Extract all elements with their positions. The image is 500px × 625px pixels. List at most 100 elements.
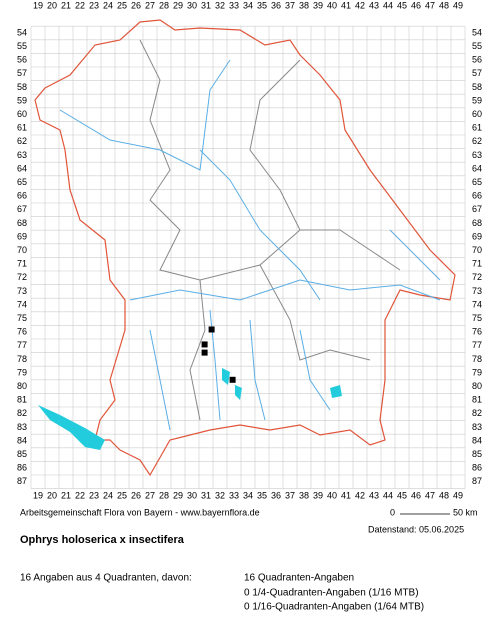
row-label: 64 bbox=[472, 163, 482, 173]
col-label: 48 bbox=[439, 490, 449, 500]
row-label: 68 bbox=[17, 218, 27, 228]
col-label: 44 bbox=[383, 490, 393, 500]
col-label: 19 bbox=[33, 490, 43, 500]
row-label: 84 bbox=[472, 435, 482, 445]
title: Ophrys holoserica x insectifera bbox=[20, 534, 185, 546]
row-label: 87 bbox=[17, 476, 27, 486]
row-label: 87 bbox=[472, 476, 482, 486]
col-label: 33 bbox=[229, 0, 239, 10]
col-label: 29 bbox=[173, 0, 183, 10]
row-label: 73 bbox=[17, 286, 27, 296]
row-label: 71 bbox=[472, 259, 482, 269]
row-label: 60 bbox=[17, 109, 27, 119]
row-label: 55 bbox=[472, 41, 482, 51]
col-label: 21 bbox=[61, 490, 71, 500]
row-label: 66 bbox=[17, 191, 27, 201]
col-label: 19 bbox=[33, 0, 43, 10]
col-label: 49 bbox=[453, 0, 463, 10]
row-label: 57 bbox=[472, 68, 482, 78]
row-label: 82 bbox=[17, 408, 27, 418]
col-label: 43 bbox=[369, 0, 379, 10]
col-label: 23 bbox=[89, 0, 99, 10]
row-label: 75 bbox=[17, 313, 27, 323]
credit: Arbeitsgemeinschaft Flora von Bayern - w… bbox=[20, 507, 260, 517]
col-label: 40 bbox=[327, 490, 337, 500]
row-label: 76 bbox=[17, 327, 27, 337]
row-label: 60 bbox=[472, 109, 482, 119]
row-label: 74 bbox=[472, 299, 482, 309]
row-label: 84 bbox=[17, 435, 27, 445]
col-label: 38 bbox=[299, 0, 309, 10]
rivers bbox=[59, 59, 441, 431]
row-label: 73 bbox=[472, 286, 482, 296]
col-label: 24 bbox=[103, 490, 113, 500]
col-label: 41 bbox=[341, 0, 351, 10]
row-label: 57 bbox=[17, 68, 27, 78]
row-label: 85 bbox=[17, 449, 27, 459]
row-label: 67 bbox=[472, 204, 482, 214]
col-label: 46 bbox=[411, 490, 421, 500]
col-label: 45 bbox=[397, 0, 407, 10]
col-label: 33 bbox=[229, 490, 239, 500]
grid: 19 19 20 20 21 21 22 22 23 23 24 24 25 25 26 26 27 27 28 28… bbox=[17, 0, 482, 500]
col-label: 25 bbox=[117, 0, 127, 10]
row-label: 63 bbox=[17, 150, 27, 160]
row-label: 61 bbox=[17, 123, 27, 133]
row-label: 64 bbox=[17, 163, 27, 173]
col-label: 41 bbox=[341, 490, 351, 500]
row-label: 56 bbox=[472, 55, 482, 65]
detail: 16 Quadranten-Angaben bbox=[244, 573, 354, 584]
col-label: 48 bbox=[439, 0, 449, 10]
row-label: 77 bbox=[17, 340, 27, 350]
col-label: 43 bbox=[369, 490, 379, 500]
row-label: 63 bbox=[472, 150, 482, 160]
col-label: 20 bbox=[47, 0, 57, 10]
col-label: 26 bbox=[131, 490, 141, 500]
col-label: 42 bbox=[355, 0, 365, 10]
row-label: 86 bbox=[17, 463, 27, 473]
district-borders bbox=[139, 39, 401, 421]
date: Datenstand: 05.06.2025 bbox=[368, 524, 464, 534]
state-border bbox=[34, 19, 456, 477]
col-label: 46 bbox=[411, 0, 421, 10]
row-label: 80 bbox=[17, 381, 27, 391]
col-label: 20 bbox=[47, 490, 57, 500]
col-label: 36 bbox=[271, 0, 281, 10]
occurrences bbox=[201, 326, 236, 383]
col-label: 24 bbox=[103, 0, 113, 10]
row-label: 71 bbox=[17, 259, 27, 269]
row-label: 58 bbox=[472, 82, 482, 92]
row-label: 56 bbox=[17, 55, 27, 65]
col-label: 34 bbox=[243, 490, 253, 500]
row-label: 78 bbox=[17, 354, 27, 364]
row-label: 68 bbox=[472, 218, 482, 228]
occurrence bbox=[201, 341, 208, 348]
col-label: 27 bbox=[145, 490, 155, 500]
row-label: 54 bbox=[472, 27, 482, 37]
row-label: 67 bbox=[17, 204, 27, 214]
col-label: 34 bbox=[243, 0, 253, 10]
row-label: 69 bbox=[17, 231, 27, 241]
summary: 16 Angaben aus 4 Quadranten, davon: bbox=[20, 573, 192, 584]
row-label: 54 bbox=[17, 27, 27, 37]
col-label: 28 bbox=[159, 0, 169, 10]
row-label: 81 bbox=[472, 395, 482, 405]
row-label: 59 bbox=[472, 95, 482, 105]
row-label: 79 bbox=[472, 367, 482, 377]
row-label: 81 bbox=[17, 395, 27, 405]
col-label: 37 bbox=[285, 0, 295, 10]
row-label: 65 bbox=[472, 177, 482, 187]
row-label: 75 bbox=[472, 313, 482, 323]
occurrence bbox=[208, 326, 215, 333]
row-label: 72 bbox=[17, 272, 27, 282]
row-label: 70 bbox=[17, 245, 27, 255]
lakes bbox=[38, 368, 342, 450]
col-label: 22 bbox=[75, 490, 85, 500]
col-label: 44 bbox=[383, 0, 393, 10]
col-label: 23 bbox=[89, 490, 99, 500]
row-label: 83 bbox=[17, 422, 27, 432]
col-label: 35 bbox=[257, 0, 267, 10]
col-label: 32 bbox=[215, 0, 225, 10]
occurrence bbox=[201, 349, 208, 356]
